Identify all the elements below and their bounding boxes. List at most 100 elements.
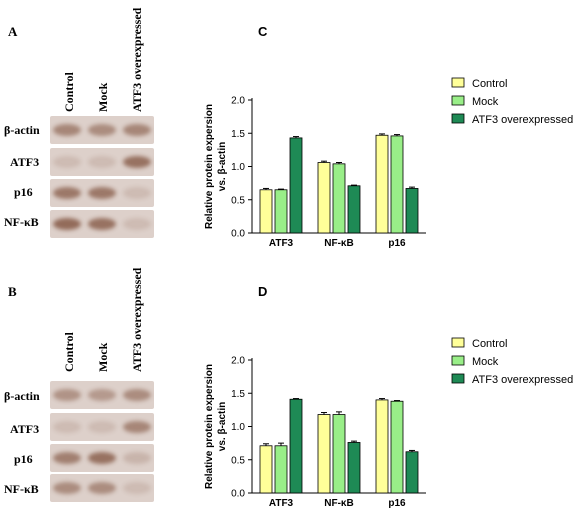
blot-band bbox=[88, 452, 116, 464]
blot-band bbox=[53, 389, 82, 401]
blot-band bbox=[53, 124, 82, 136]
panel-letter-b: B bbox=[8, 284, 17, 299]
legend-swatch bbox=[451, 355, 465, 366]
blot-band bbox=[88, 389, 116, 401]
row-label-atf3-b: ATF3 bbox=[10, 422, 40, 436]
blot-band bbox=[122, 218, 151, 230]
blot-band bbox=[53, 421, 82, 433]
lane-label-mock-b: Mock bbox=[96, 342, 110, 372]
lane-label-atf3-a: ATF3 overexpressed bbox=[130, 7, 144, 112]
bar-nfb-1 bbox=[332, 163, 346, 234]
x-tick-label: p16 bbox=[388, 238, 406, 249]
row-label-nfkb-b: NF-κB bbox=[4, 482, 39, 496]
row-label-p16-b: p16 bbox=[14, 452, 33, 466]
blot-strip-nfkb-b bbox=[50, 474, 154, 502]
y-tick-label: 1.0 bbox=[231, 422, 245, 433]
blot-band bbox=[88, 421, 116, 433]
bar-nfb-2 bbox=[347, 442, 361, 494]
blot-strip-atf3-b bbox=[50, 413, 154, 441]
panel-letter-d: D bbox=[258, 284, 267, 299]
bar-atf3-2 bbox=[289, 137, 303, 234]
row-label-atf3-a: ATF3 bbox=[10, 155, 40, 169]
blot-strip-p16-b bbox=[50, 444, 154, 472]
blot-band bbox=[88, 156, 116, 168]
blot-band bbox=[122, 482, 151, 494]
x-tick-label: ATF3 bbox=[269, 238, 294, 249]
legend-swatch bbox=[451, 373, 465, 384]
legend-label: ATF3 overexpressed bbox=[472, 114, 573, 126]
legend-swatch bbox=[451, 77, 465, 88]
bar-atf3-1 bbox=[274, 445, 288, 494]
lane-label-mock-a: Mock bbox=[96, 82, 110, 112]
blot-band bbox=[53, 218, 82, 230]
legend-label: Control bbox=[472, 338, 507, 350]
blot-strip-beta-actin-b bbox=[50, 381, 154, 409]
bar-atf3-0 bbox=[259, 189, 273, 234]
legend-label: Mock bbox=[472, 96, 499, 108]
y-tick-label: 2.0 bbox=[231, 356, 245, 367]
blot-band bbox=[88, 218, 116, 230]
blot-band bbox=[88, 187, 116, 199]
panel-letter-c: C bbox=[258, 24, 268, 39]
blot-band bbox=[53, 156, 82, 168]
x-tick-label: NF-κB bbox=[324, 498, 353, 509]
bar-p16-0 bbox=[375, 399, 389, 494]
lane-label-control-b: Control bbox=[62, 332, 76, 372]
blot-strip-beta-actin-a bbox=[50, 116, 154, 144]
y-axis-label: Relative protein expersion vs. β-actin bbox=[204, 104, 228, 229]
x-tick-label: p16 bbox=[388, 498, 406, 509]
legend-label: Mock bbox=[472, 356, 499, 368]
legend-label: ATF3 overexpressed bbox=[472, 374, 573, 386]
bar-nfb-1 bbox=[332, 414, 346, 494]
blot-band bbox=[122, 187, 151, 199]
y-tick-label: 1.0 bbox=[231, 162, 245, 173]
blot-band bbox=[53, 482, 82, 494]
blot-band bbox=[122, 156, 151, 168]
blot-band bbox=[53, 452, 82, 464]
lane-label-control-a: Control bbox=[62, 72, 76, 112]
bar-atf3-2 bbox=[289, 398, 303, 494]
y-tick-label: 2.0 bbox=[231, 96, 245, 107]
blot-band bbox=[122, 452, 151, 464]
bar-nfb-0 bbox=[317, 414, 331, 494]
bar-p16-2 bbox=[405, 451, 419, 494]
blot-band bbox=[122, 124, 151, 136]
lane-label-atf3-b: ATF3 overexpressed bbox=[130, 267, 144, 372]
row-label-p16-a: p16 bbox=[14, 185, 33, 199]
bar-p16-1 bbox=[390, 400, 404, 494]
blot-strip-nfkb-a bbox=[50, 210, 154, 238]
y-tick-label: 0.5 bbox=[231, 455, 245, 466]
y-tick-label: 0.0 bbox=[231, 489, 245, 500]
bar-nfb-2 bbox=[347, 185, 361, 234]
legend-swatch bbox=[451, 113, 465, 124]
y-axis-label: Relative protein expersion vs. β-actin bbox=[204, 364, 228, 489]
bar-nfb-0 bbox=[317, 162, 331, 234]
row-label-beta-actin-a: β-actin bbox=[4, 123, 40, 137]
blot-band bbox=[88, 482, 116, 494]
y-tick-label: 0.0 bbox=[231, 229, 245, 240]
y-tick-label: 1.5 bbox=[231, 129, 245, 140]
x-tick-label: ATF3 bbox=[269, 498, 294, 509]
blot-band bbox=[53, 187, 82, 199]
row-label-nfkb-a: NF-κB bbox=[4, 215, 39, 229]
legend-label: Control bbox=[472, 78, 507, 90]
bar-atf3-0 bbox=[259, 445, 273, 494]
bar-p16-0 bbox=[375, 134, 389, 234]
blot-strip-p16-a bbox=[50, 179, 154, 207]
bar-atf3-1 bbox=[274, 189, 288, 234]
bar-p16-2 bbox=[405, 188, 419, 234]
blot-band bbox=[122, 421, 151, 433]
legend-swatch bbox=[451, 95, 465, 106]
row-label-beta-actin-b: β-actin bbox=[4, 389, 40, 403]
blot-band bbox=[88, 124, 116, 136]
x-tick-label: NF-κB bbox=[324, 238, 353, 249]
bar-p16-1 bbox=[390, 135, 404, 234]
blot-strip-atf3-a bbox=[50, 148, 154, 176]
y-tick-label: 0.5 bbox=[231, 195, 245, 206]
legend-swatch bbox=[451, 337, 465, 348]
y-tick-label: 1.5 bbox=[231, 389, 245, 400]
blot-band bbox=[122, 389, 151, 401]
panel-letter-a: A bbox=[8, 24, 18, 39]
